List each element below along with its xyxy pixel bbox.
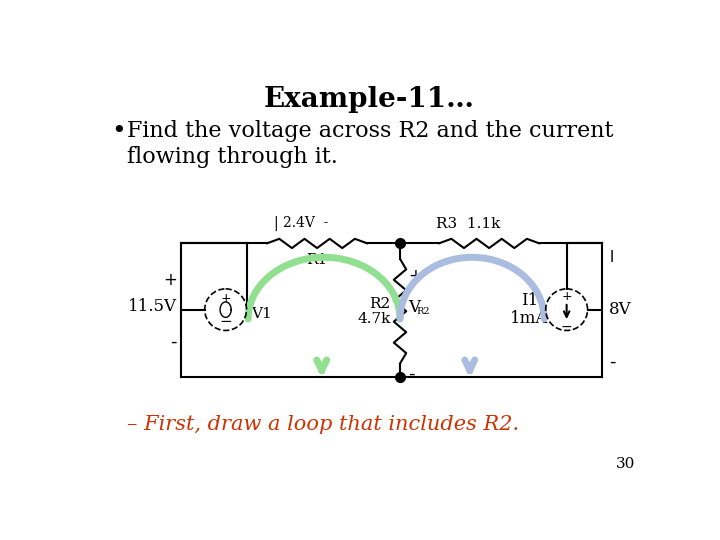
Text: 30: 30 xyxy=(616,457,635,471)
Text: R2: R2 xyxy=(416,307,430,316)
Text: 8V: 8V xyxy=(609,301,632,318)
Text: 11.5V: 11.5V xyxy=(128,298,177,315)
Text: 1mA: 1mA xyxy=(510,310,549,327)
Text: 4.7k: 4.7k xyxy=(357,312,391,326)
Text: −: − xyxy=(561,320,572,334)
Text: – First, draw a loop that includes R2.: – First, draw a loop that includes R2. xyxy=(127,415,519,434)
Text: R2: R2 xyxy=(369,296,391,310)
Text: l: l xyxy=(609,249,613,265)
Text: I1: I1 xyxy=(521,292,538,309)
Text: +: + xyxy=(220,292,231,306)
Text: V: V xyxy=(408,299,420,316)
Text: Find the voltage across R2 and the current
flowing through it.: Find the voltage across R2 and the curre… xyxy=(127,120,613,167)
Text: Example-11…: Example-11… xyxy=(264,86,474,113)
Text: +: + xyxy=(562,290,572,303)
Text: -: - xyxy=(171,333,177,351)
Text: −: − xyxy=(220,314,232,329)
Text: +: + xyxy=(163,272,177,289)
Text: +: + xyxy=(408,267,422,285)
Text: •: • xyxy=(112,120,127,143)
Text: -: - xyxy=(408,365,414,383)
Text: | 2.4V  -: | 2.4V - xyxy=(274,216,329,231)
Text: V1: V1 xyxy=(251,307,272,321)
Text: -: - xyxy=(609,353,616,370)
Text: R3  1.1k: R3 1.1k xyxy=(436,217,500,231)
Text: R1: R1 xyxy=(307,253,328,267)
